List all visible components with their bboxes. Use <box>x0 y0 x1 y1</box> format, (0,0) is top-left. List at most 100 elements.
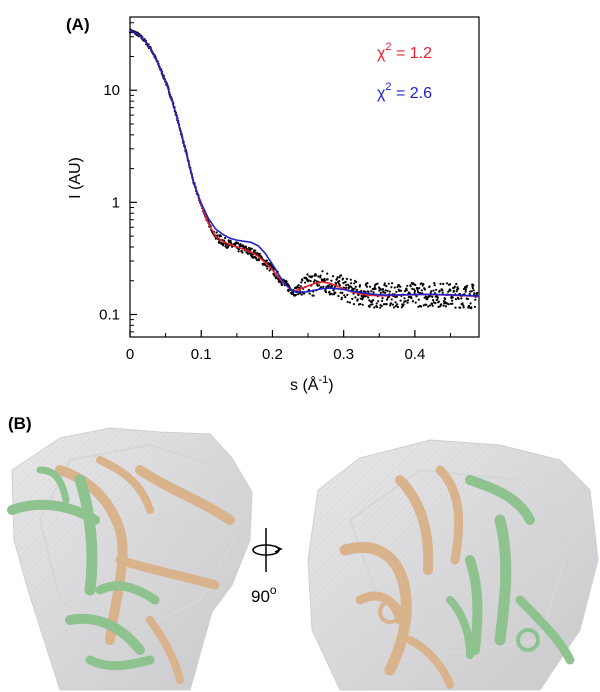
data-point <box>379 291 382 294</box>
data-point <box>316 284 319 287</box>
data-point <box>468 304 471 307</box>
data-point <box>414 301 417 304</box>
data-point <box>416 290 420 293</box>
data-point <box>442 304 445 307</box>
data-point <box>460 297 463 300</box>
ribbons-right <box>339 465 575 689</box>
data-point <box>406 299 410 302</box>
data-point <box>447 303 450 306</box>
data-point <box>343 294 346 297</box>
x-tick-label: 0.2 <box>262 346 283 363</box>
data-point <box>464 290 467 293</box>
data-point <box>373 306 376 309</box>
data-point <box>368 299 371 302</box>
data-point <box>344 296 347 299</box>
data-point <box>409 285 412 288</box>
data-point <box>405 289 408 292</box>
data-point <box>236 242 239 245</box>
plot-frame <box>129 16 480 338</box>
data-point <box>436 296 439 299</box>
data-point <box>452 289 456 292</box>
data-point <box>326 278 329 281</box>
data-point <box>411 300 415 303</box>
data-point <box>466 297 469 301</box>
data-point <box>250 247 253 250</box>
data-point <box>337 294 340 298</box>
data-point <box>471 287 474 290</box>
data-point <box>394 295 397 298</box>
rotation-label: 90o <box>251 583 277 606</box>
data-point <box>370 290 373 293</box>
data-point <box>441 291 444 294</box>
data-point <box>390 298 393 301</box>
data-point <box>432 289 435 292</box>
data-point <box>422 283 425 286</box>
data-point <box>461 302 464 305</box>
data-point <box>420 305 423 308</box>
data-point <box>399 299 402 302</box>
data-point <box>474 298 477 301</box>
data-point <box>433 284 436 287</box>
data-point <box>311 275 314 278</box>
data-point <box>449 289 452 292</box>
data-point <box>336 276 339 279</box>
data-point <box>405 287 408 290</box>
data-point <box>454 298 457 301</box>
data-point <box>348 301 352 304</box>
data-point <box>472 289 475 292</box>
saxs-chart: 0.1 1 10 0 0.1 0.2 0.3 0.4 s (Å-1) I (AU) χ2 =… <box>67 16 480 394</box>
data-point <box>374 287 377 290</box>
data-point <box>418 287 421 290</box>
data-point <box>389 302 393 305</box>
data-point <box>455 282 458 286</box>
data-point <box>385 285 388 288</box>
data-point <box>387 282 390 285</box>
data-point <box>416 288 419 291</box>
data-point <box>319 276 322 279</box>
data-point <box>457 287 460 290</box>
data-point <box>244 245 248 248</box>
data-point <box>395 290 398 293</box>
data-point <box>356 298 359 301</box>
data-point <box>367 296 370 299</box>
chi-annotations: χ2 = 1.2 χ2 = 2.6 <box>377 41 432 102</box>
data-point <box>377 300 380 303</box>
data-point <box>345 277 348 280</box>
x-axis-label: s (Å-1) <box>290 374 334 394</box>
data-point <box>459 306 462 309</box>
data-point <box>308 292 311 295</box>
data-point <box>372 291 375 294</box>
data-point <box>469 302 472 305</box>
data-point <box>435 288 438 291</box>
data-point <box>245 247 248 250</box>
x-tick-label: 0 <box>126 346 134 363</box>
data-point <box>354 296 357 299</box>
data-point <box>219 235 222 238</box>
data-point <box>470 290 473 293</box>
data-point <box>352 303 355 306</box>
data-point <box>404 300 407 303</box>
data-point <box>322 285 325 288</box>
data-point <box>333 293 336 296</box>
chi-red-annotation: χ2 = 1.2 <box>377 41 432 62</box>
y-tick-label: 10 <box>103 82 120 99</box>
data-point <box>430 302 434 306</box>
data-point <box>369 285 372 288</box>
data-point <box>345 286 348 289</box>
data-point <box>440 303 443 306</box>
data-point <box>455 290 458 293</box>
data-point <box>350 286 353 289</box>
data-point <box>384 291 387 294</box>
data-point <box>361 298 364 301</box>
data-point <box>403 290 406 293</box>
data-point <box>430 290 433 293</box>
data-point <box>436 298 439 301</box>
data-point <box>335 277 338 281</box>
data-point <box>367 290 370 293</box>
data-point <box>302 292 306 295</box>
panel-a-label: (A) <box>66 15 90 34</box>
data-point <box>442 300 445 303</box>
data-point <box>410 297 413 300</box>
data-point <box>406 284 409 287</box>
data-point <box>224 236 227 240</box>
